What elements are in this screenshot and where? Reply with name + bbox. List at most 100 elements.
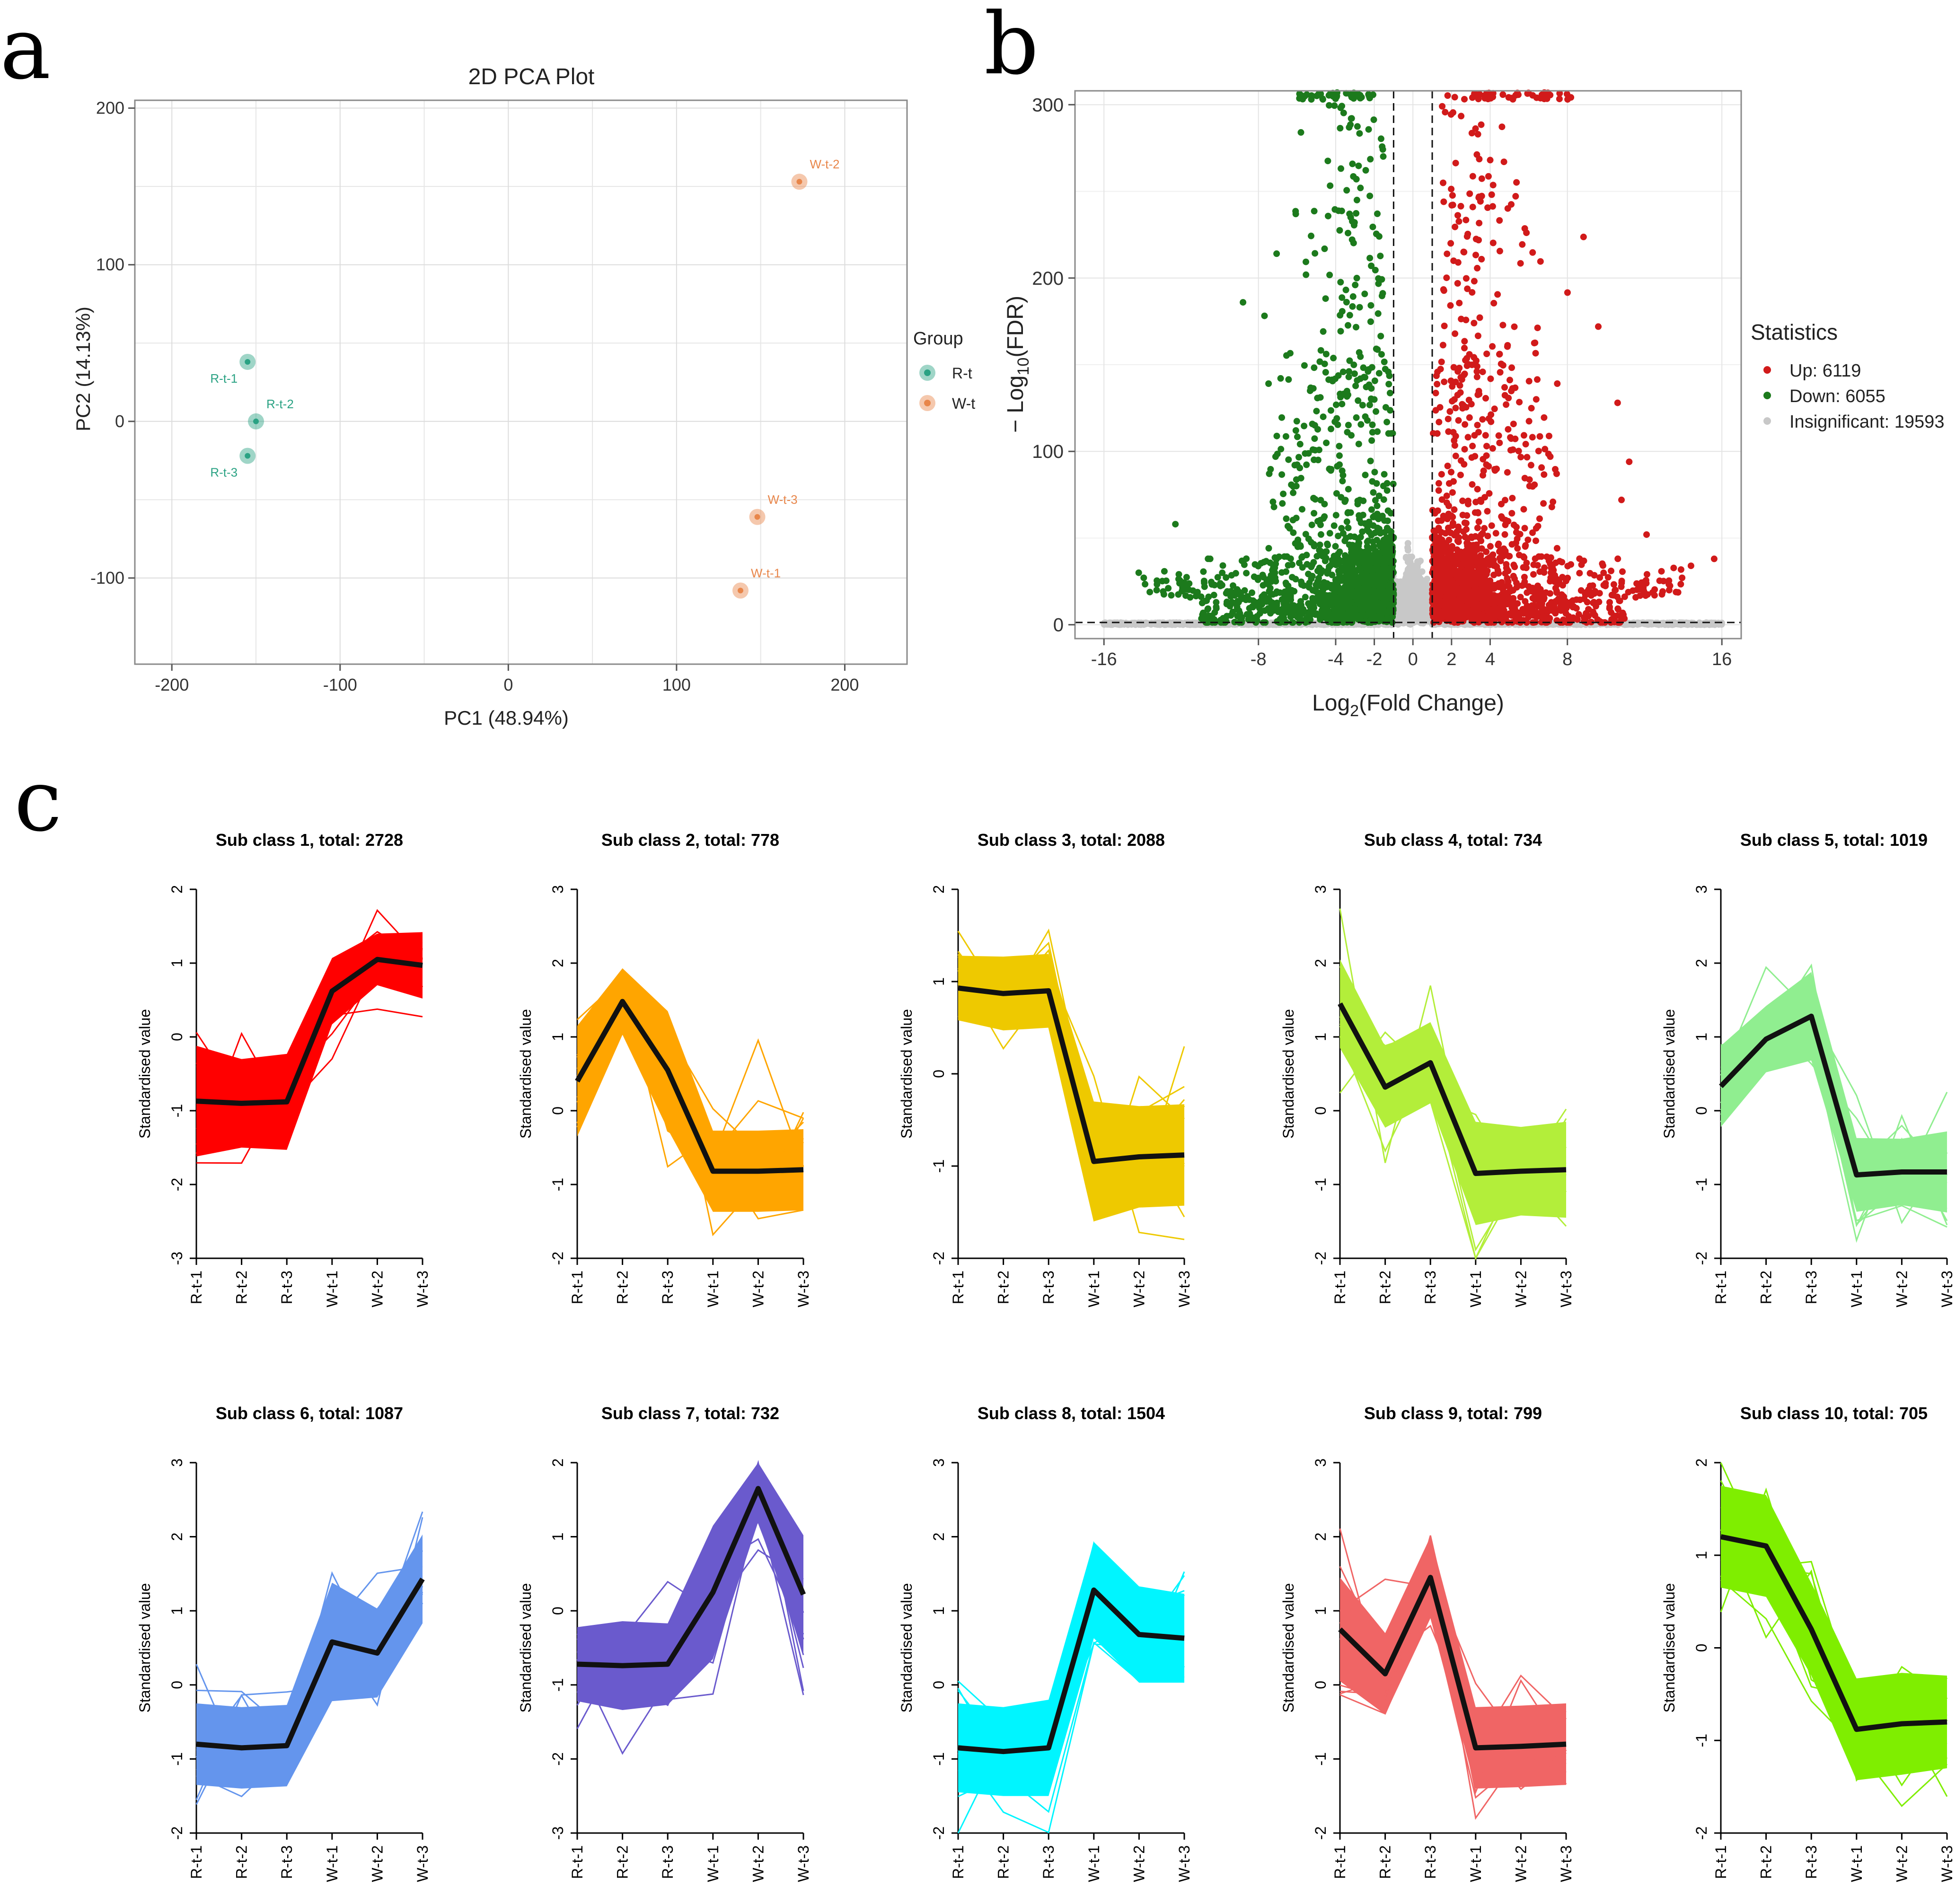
volcano-point-down [1338, 328, 1344, 334]
volcano-point-insig [1115, 620, 1121, 627]
volcano-point-down [1303, 272, 1309, 278]
volcano-point-down [1356, 512, 1362, 519]
volcano-point-down [1308, 233, 1314, 239]
volcano-point-down [1337, 279, 1344, 286]
volcano-point-down [1320, 328, 1327, 335]
volcano-point-down [1175, 591, 1181, 598]
volcano-point-down [1356, 441, 1362, 447]
volcano-point-down [1370, 538, 1376, 545]
volcano-point-down [1311, 543, 1318, 549]
volcano-point-down [1333, 93, 1340, 99]
volcano-point-down [1375, 575, 1382, 582]
volcano-point-down [1243, 570, 1250, 577]
volcano-point-down [1298, 129, 1304, 136]
pca-point-core [796, 179, 802, 184]
volcano-point-down [1312, 422, 1318, 429]
volcano-point-down [1140, 575, 1147, 581]
volcano-point-insig [1178, 621, 1185, 627]
volcano-point-down [1377, 333, 1384, 340]
volcano-point-down [1295, 537, 1301, 544]
pca-point-core [245, 359, 250, 365]
volcano-point-down [1304, 91, 1310, 98]
volcano-point-down [1319, 567, 1325, 574]
volcano-point-down [1343, 287, 1349, 293]
volcano-point-insig [1166, 621, 1173, 627]
volcano-point-down [1383, 404, 1389, 411]
volcano-point-down [1362, 520, 1368, 527]
volcano-point-up [1462, 446, 1468, 453]
volcano-point-down [1336, 461, 1343, 468]
volcano-point-down [1200, 568, 1207, 575]
volcano-point-down [1359, 528, 1366, 535]
volcano-point-down [1355, 163, 1362, 169]
volcano-point-down [1355, 91, 1361, 97]
pca-point-label: R-t-3 [210, 465, 238, 480]
pca-point-label: W-t-3 [768, 492, 798, 507]
volcano-point-down [1383, 550, 1390, 556]
volcano-point-down [1376, 233, 1383, 240]
volcano-point-down [1369, 429, 1376, 436]
volcano-point-down [1301, 582, 1307, 589]
volcano-point-down [1334, 421, 1341, 428]
pca-y-tick-label: 100 [96, 255, 124, 274]
volcano-point-down [1299, 553, 1306, 560]
volcano-point-down [1352, 383, 1359, 389]
volcano-point-down [1354, 197, 1360, 203]
volcano-point-down [1368, 385, 1374, 392]
volcano-point-down [1353, 324, 1359, 331]
volcano-point-down [1336, 443, 1342, 449]
volcano-point-down [1326, 272, 1333, 278]
volcano-point-down [1337, 391, 1343, 397]
volcano-point-down [1345, 525, 1352, 531]
volcano-point-down [1336, 452, 1343, 459]
volcano-point-insig [1406, 591, 1413, 598]
volcano-point-up [1529, 434, 1536, 440]
volcano-point-down [1267, 466, 1274, 473]
volcano-point-down [1347, 122, 1354, 128]
volcano-point-down [1371, 116, 1377, 123]
volcano-point-down [1374, 502, 1381, 509]
pca-point-core [755, 514, 760, 520]
volcano-point-up [1530, 571, 1537, 578]
volcano-point-down [1321, 501, 1328, 508]
volcano-point-down [1325, 213, 1331, 219]
volcano-point-insig [1412, 589, 1419, 596]
volcano-point-down [1333, 415, 1340, 422]
volcano-point-down [1154, 578, 1160, 584]
volcano-point-down [1286, 608, 1292, 615]
volcano-point-down [1321, 552, 1328, 559]
volcano-point-down [1287, 555, 1294, 562]
volcano-point-down [1274, 451, 1281, 457]
volcano-point-down [1228, 572, 1235, 579]
volcano-point-down [1349, 160, 1356, 167]
volcano-point-down [1283, 352, 1290, 359]
volcano-point-down [1318, 347, 1324, 354]
volcano-point-insig [1405, 547, 1411, 553]
volcano-point-down [1357, 304, 1363, 311]
volcano-point-down [1377, 540, 1384, 546]
volcano-point-down [1306, 603, 1313, 609]
volcano-point-down [1136, 570, 1142, 576]
pca-point-label: R-t-1 [210, 371, 238, 386]
volcano-point-down [1278, 471, 1285, 478]
volcano-point-down [1322, 295, 1329, 302]
volcano-point-down [1377, 253, 1383, 259]
volcano-point-down [1267, 589, 1273, 596]
pca-legend: Group R-t W-t [913, 329, 975, 412]
volcano-point-down [1348, 432, 1355, 439]
volcano-point-down [1319, 96, 1326, 102]
volcano-point-down [1309, 522, 1315, 528]
volcano-point-down [1294, 433, 1301, 440]
volcano-point-down [1323, 439, 1330, 446]
volcano-point-down [1349, 565, 1356, 571]
volcano-point-down [1386, 539, 1392, 546]
volcano-point-down [1339, 401, 1345, 407]
volcano-point-down [1364, 543, 1371, 550]
volcano-point-down [1369, 224, 1376, 230]
volcano-point-down [1387, 390, 1393, 396]
volcano-point-up [1515, 448, 1522, 455]
volcano-point-down [1360, 577, 1367, 583]
volcano-point-down [1332, 543, 1339, 550]
volcano-point-down [1299, 506, 1305, 513]
